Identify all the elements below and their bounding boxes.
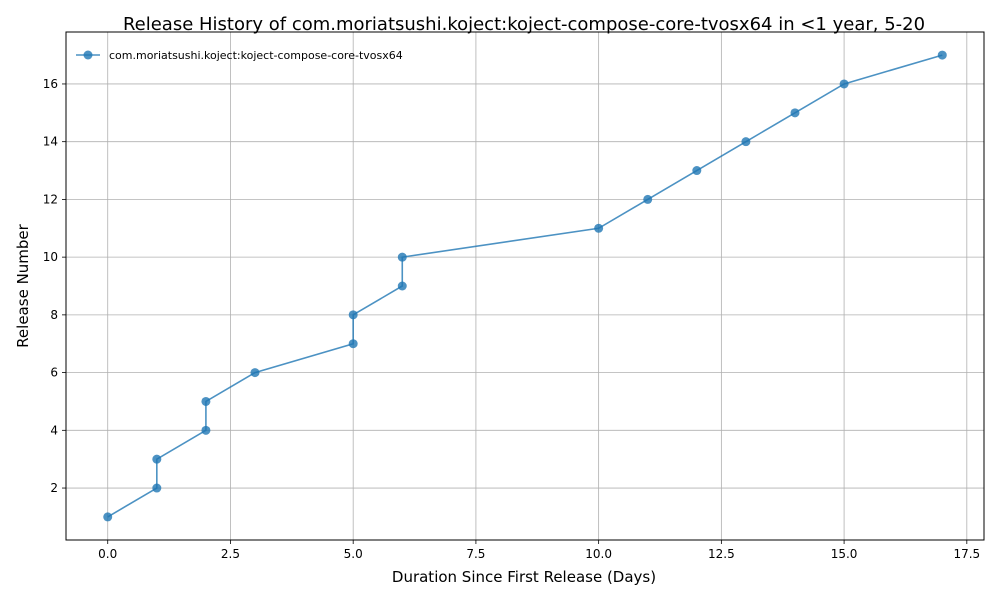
plot-frame xyxy=(65,31,985,541)
data-point xyxy=(790,108,800,118)
y-tick-label: 2 xyxy=(50,481,58,495)
data-point xyxy=(348,310,358,320)
y-tick-label: 12 xyxy=(43,192,58,206)
legend: com.moriatsushi.koject:koject-compose-co… xyxy=(76,49,403,62)
series-layer xyxy=(103,50,947,522)
y-axis-label: Release Number xyxy=(14,223,32,347)
data-point xyxy=(348,339,358,349)
y-tick-label: 16 xyxy=(43,77,58,91)
x-tick-label: 7.5 xyxy=(466,547,485,561)
x-tick-label: 12.5 xyxy=(708,547,735,561)
data-point xyxy=(250,368,260,378)
data-point xyxy=(397,281,407,291)
x-tick-label: 5.0 xyxy=(344,547,363,561)
y-tick-label: 4 xyxy=(50,423,58,437)
data-point xyxy=(152,483,162,493)
data-point xyxy=(152,454,162,464)
legend-marker-swatch xyxy=(83,50,93,60)
x-tick-label: 15.0 xyxy=(831,547,858,561)
y-tick-label: 14 xyxy=(43,135,58,149)
x-axis-label: Duration Since First Release (Days) xyxy=(392,568,656,586)
series-line xyxy=(107,54,943,518)
y-axis-ticks: 2 4 6 8 10 12 14 16 xyxy=(43,77,66,495)
x-tick-label: 10.0 xyxy=(585,547,612,561)
x-tick-label: 2.5 xyxy=(221,547,240,561)
x-tick-label: 17.5 xyxy=(953,547,980,561)
chart-title: Release History of com.moriatsushi.kojec… xyxy=(123,14,925,35)
x-axis-ticks: 0.0 2.5 5.0 7.5 10.0 12.5 15.0 17.5 xyxy=(98,540,980,561)
data-point xyxy=(692,166,702,176)
legend-label: com.moriatsushi.koject:koject-compose-co… xyxy=(109,49,403,62)
data-point xyxy=(201,396,211,406)
y-tick-label: 6 xyxy=(50,366,58,380)
data-point xyxy=(103,512,113,522)
data-point xyxy=(201,425,211,435)
data-point xyxy=(397,252,407,262)
data-point xyxy=(594,223,604,233)
data-point xyxy=(937,50,947,60)
y-tick-label: 8 xyxy=(50,308,58,322)
y-tick-label: 10 xyxy=(43,250,58,264)
x-tick-label: 0.0 xyxy=(98,547,117,561)
grid xyxy=(66,32,984,540)
data-point xyxy=(741,137,751,147)
data-point xyxy=(839,79,849,89)
data-point xyxy=(643,194,653,204)
